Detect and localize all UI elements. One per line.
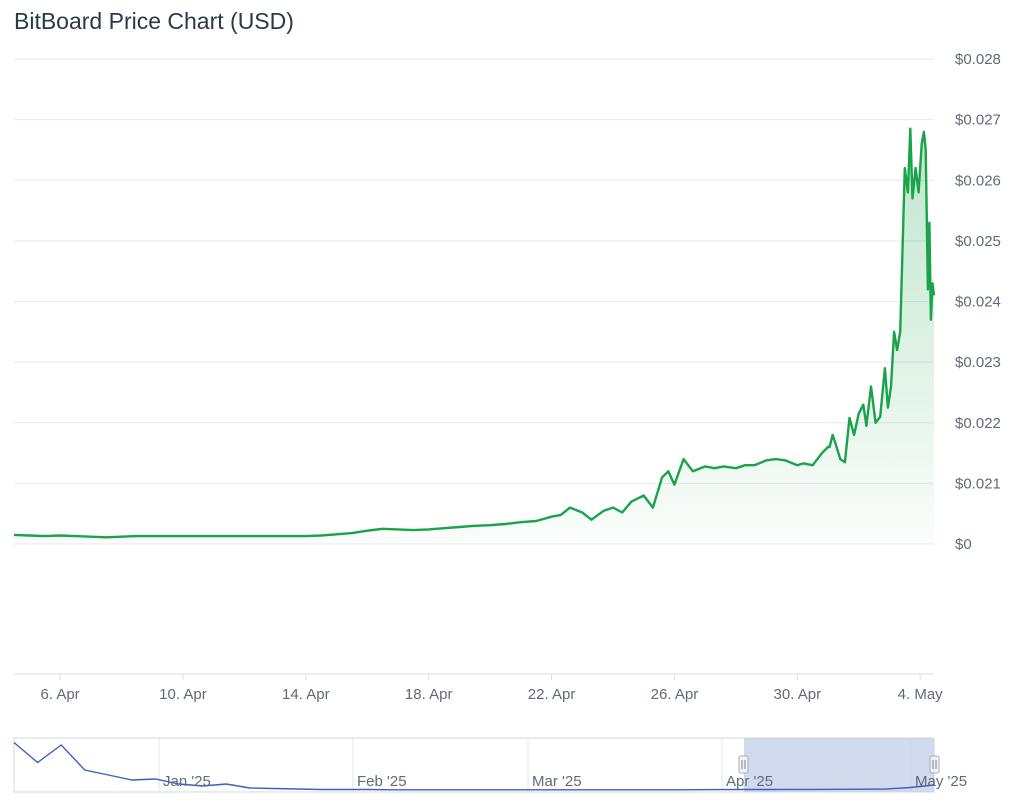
navigator-selected-range[interactable]: [744, 738, 934, 792]
y-axis-labels: $0.028 $0.027 $0.026 $0.025 $0.024 $0.023 $0.0…: [955, 51, 1001, 553]
y-tick-label: $0.027: [955, 112, 1001, 129]
y-tick-label: $0.028: [955, 51, 1001, 68]
x-tick-label: 18. Apr: [405, 686, 453, 703]
x-axis-labels: 6. Apr 10. Apr 14. Apr 18. Apr 22. Apr 26. Ap…: [40, 674, 943, 703]
y-tick-label: $0.024: [955, 294, 1001, 311]
y-tick-label: $0.026: [955, 172, 1001, 189]
y-tick-label: $0.025: [955, 233, 1001, 250]
navigator-line: [13, 741, 935, 791]
navigator[interactable]: Jan '25 Feb '25 Mar '25 Apr '25 May '25: [13, 737, 967, 793]
navigator-tick-label: Mar '25: [532, 773, 582, 790]
price-area: [14, 128, 934, 544]
x-tick-label: 26. Apr: [651, 686, 699, 703]
y-tick-label: $0: [955, 536, 972, 553]
x-tick-label: 10. Apr: [159, 686, 207, 703]
navigator-right-handle[interactable]: [929, 755, 940, 774]
navigator-tick-label: Jan '25: [163, 773, 211, 790]
x-tick-label: 14. Apr: [282, 686, 330, 703]
navigator-tick-label: Apr '25: [726, 773, 773, 790]
y-tick-label: $0.023: [955, 354, 1001, 371]
x-tick-label: 30. Apr: [774, 686, 822, 703]
chart-title: BitBoard Price Chart (USD): [14, 8, 294, 34]
navigator-tick-label: May '25: [915, 773, 967, 790]
x-tick-label: 22. Apr: [528, 686, 576, 703]
x-tick-label: 6. Apr: [40, 686, 79, 703]
y-tick-label: $0.021: [955, 475, 1001, 492]
navigator-labels: Jan '25 Feb '25 Mar '25 Apr '25 May '25: [163, 773, 967, 790]
x-tick-label: 4. May: [898, 686, 944, 703]
navigator-left-handle[interactable]: [738, 755, 749, 774]
y-tick-label: $0.022: [955, 415, 1001, 432]
navigator-tick-label: Feb '25: [357, 773, 407, 790]
price-line[interactable]: [13, 127, 936, 539]
